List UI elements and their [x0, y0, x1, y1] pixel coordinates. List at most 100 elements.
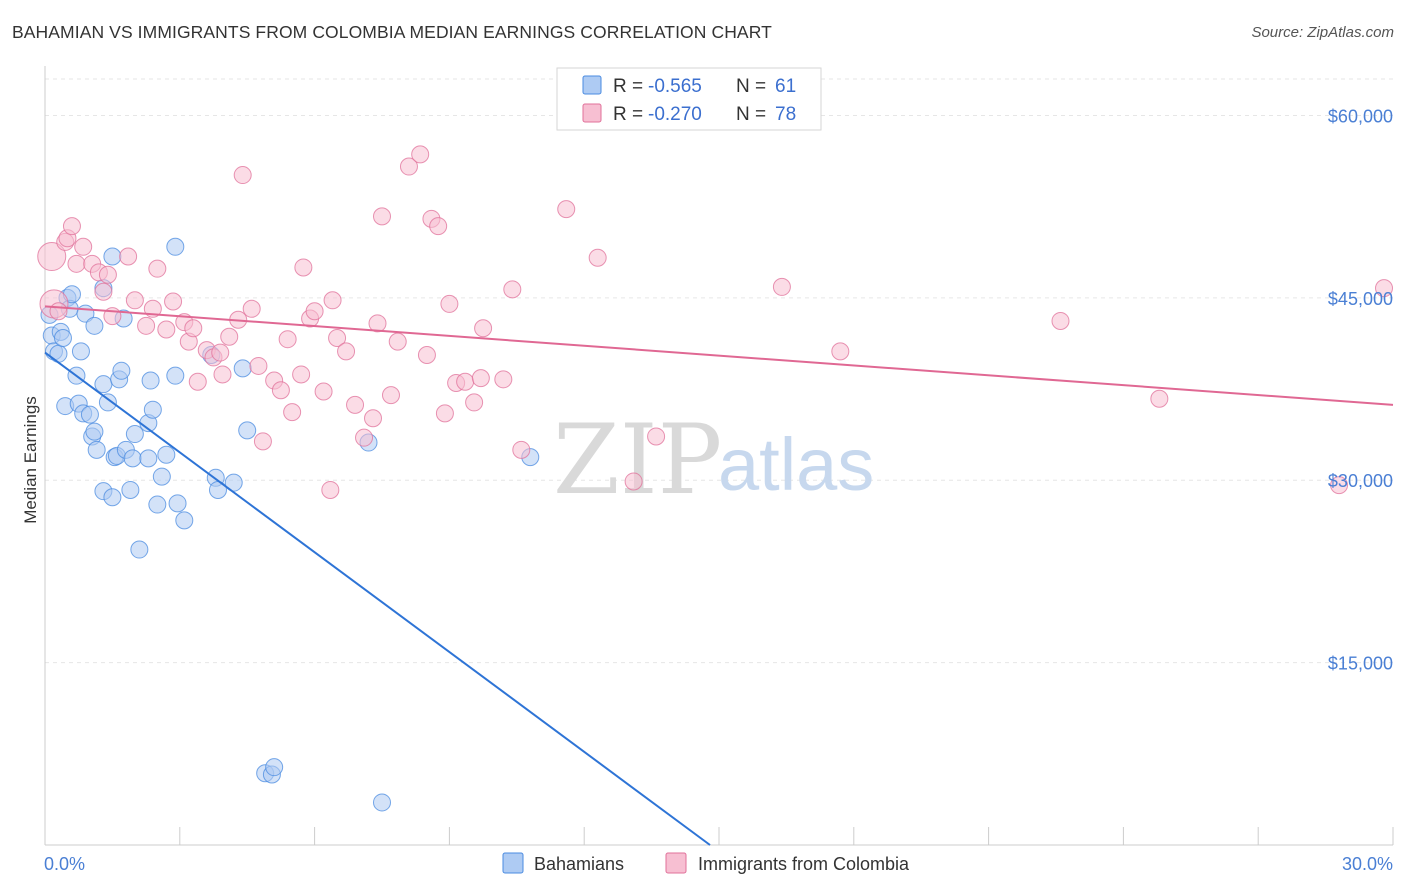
bahamians-point — [175, 511, 194, 530]
x-tick-label-max: 30.0% — [1342, 854, 1393, 874]
bahamians-point — [121, 480, 140, 499]
colombia-point — [98, 265, 117, 284]
colombia-point — [411, 145, 430, 164]
legend-swatch-bahamians — [502, 852, 524, 874]
colombia-point — [74, 237, 93, 256]
bahamians-point — [265, 758, 284, 777]
y-tick-label: $30,000 — [1328, 471, 1393, 491]
colombia-point — [465, 393, 484, 412]
colombia-point — [305, 302, 324, 321]
legend: Bahamians Immigrants from Colombia — [502, 852, 910, 874]
colombia-point — [368, 314, 387, 333]
colombia-point — [1375, 279, 1394, 298]
colombia-point — [772, 277, 791, 296]
bahamians-point — [143, 400, 162, 419]
colombia-point — [94, 282, 113, 301]
bahamians-point — [168, 494, 187, 513]
bahamians-point — [166, 237, 185, 256]
bahamians-point — [233, 359, 252, 378]
watermark: ZIP atlas — [553, 404, 874, 516]
colombia-point — [588, 248, 607, 267]
bahamians-point — [141, 371, 160, 390]
colombia-point — [417, 346, 436, 365]
colombia-point — [67, 254, 86, 273]
bahamians-point — [238, 421, 257, 440]
bahamians-point — [157, 445, 176, 464]
colombia-point — [1150, 389, 1169, 408]
colombia-point — [346, 395, 365, 414]
stats-r-value-colombia: -0.270 — [648, 104, 702, 125]
legend-swatch-colombia — [665, 852, 687, 874]
bahamians-point — [166, 366, 185, 385]
bahamians-point — [80, 405, 99, 424]
colombia-point — [62, 217, 81, 236]
x-tick-label-min: 0.0% — [44, 854, 85, 874]
chart-title: BAHAMIAN VS IMMIGRANTS FROM COLOMBIA MED… — [12, 22, 772, 42]
bahamians-point — [94, 375, 113, 394]
colombia-point — [283, 403, 302, 422]
bahamians-point — [130, 540, 149, 559]
colombia-point — [1330, 476, 1349, 495]
colombia-point — [242, 299, 261, 318]
bahamians-point — [103, 488, 122, 507]
colombia-point — [249, 356, 268, 375]
colombia-point — [399, 157, 418, 176]
colombia-point — [271, 381, 290, 400]
bahamians-point — [71, 342, 90, 361]
colombia-point — [440, 294, 459, 313]
bahamians-point — [152, 467, 171, 486]
colombia-point — [321, 480, 340, 499]
colombia-point — [164, 292, 183, 311]
colombia-point — [294, 258, 313, 277]
colombia-point — [220, 327, 239, 346]
colombia-point — [148, 259, 167, 278]
stats-r-value-bahamians: -0.565 — [648, 76, 702, 97]
colombia-point — [388, 332, 407, 351]
stats-n-label-colombia: N = — [736, 104, 766, 125]
y-axis-label: Median Earnings — [21, 396, 40, 524]
colombia-point — [233, 166, 252, 185]
bahamians-point — [125, 425, 144, 444]
colombia-point — [125, 291, 144, 310]
colombia-point — [456, 372, 475, 391]
colombia-point — [647, 427, 666, 446]
colombia-point — [355, 428, 374, 447]
bahamians-point — [123, 449, 142, 468]
bahamians-point — [49, 344, 68, 363]
stats-box: R = -0.565 N = 61 R = -0.270 N = 78 — [556, 67, 822, 131]
bahamians-point — [85, 316, 104, 335]
colombia-point — [328, 328, 347, 347]
y-tick-labels: $15,000 $30,000 $45,000 $60,000 — [1328, 106, 1393, 673]
stats-r-label-bahamians: R = — [613, 76, 643, 97]
colombia-point — [49, 302, 68, 321]
colombia-point — [323, 291, 342, 310]
bahamians-point — [148, 495, 167, 514]
stats-swatch-colombia — [582, 103, 602, 123]
colombia-point — [119, 247, 138, 266]
legend-label-colombia: Immigrants from Colombia — [698, 854, 910, 874]
colombia-point — [337, 342, 356, 361]
bahamians-point — [139, 449, 158, 468]
stats-r-label-colombia: R = — [613, 104, 643, 125]
colombia-point — [381, 386, 400, 405]
colombia-point — [37, 242, 67, 272]
colombia-point — [557, 200, 576, 219]
colombia-point — [278, 330, 297, 349]
colombia-point — [435, 404, 454, 423]
trend-line-bahamians — [44, 351, 711, 846]
bahamians-point — [373, 793, 391, 812]
series-colombia — [37, 145, 1394, 499]
colombia-point — [373, 207, 391, 226]
stats-n-value-bahamians: 61 — [775, 76, 796, 97]
stats-n-value-colombia: 78 — [775, 104, 796, 125]
watermark-atlas: atlas — [718, 423, 874, 506]
colombia-point — [624, 472, 643, 491]
colombia-point — [831, 342, 850, 361]
colombia-point — [314, 382, 333, 401]
legend-label-bahamians: Bahamians — [534, 854, 624, 874]
bahamians-point — [98, 393, 117, 412]
colombia-point — [474, 319, 493, 338]
colombia-point — [292, 365, 311, 384]
colombia-point — [364, 409, 383, 428]
colombia-point — [188, 372, 207, 391]
